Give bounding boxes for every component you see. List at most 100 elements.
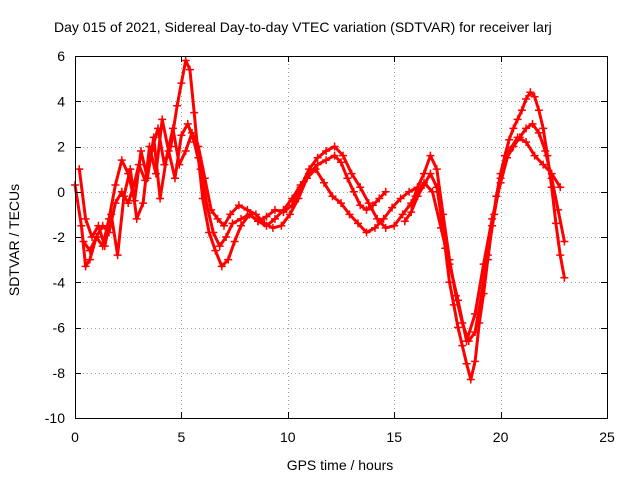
data-point [513, 133, 522, 142]
data-point [371, 223, 379, 232]
data-point [237, 214, 245, 223]
data-point [213, 214, 222, 223]
y-tick-label: -2 [53, 229, 66, 245]
data-point [539, 124, 548, 133]
data-point [243, 205, 252, 214]
series-satellite-track-D [400, 88, 569, 384]
data-point [228, 219, 237, 228]
data-point [530, 151, 539, 160]
data-point [400, 217, 409, 226]
data-point [343, 174, 352, 183]
y-axis-label: SDTVAR / TECUs [6, 184, 22, 296]
data-point [362, 205, 371, 214]
data-point [149, 133, 158, 142]
data-point [98, 242, 107, 251]
data-point [439, 210, 448, 219]
data-point [426, 151, 435, 160]
data-point [262, 212, 271, 221]
data-point [85, 255, 94, 264]
data-point [462, 337, 471, 346]
data-point [175, 160, 184, 169]
data-point [207, 205, 216, 214]
data-point [551, 219, 560, 228]
data-point [522, 124, 531, 133]
data-point [479, 260, 488, 269]
x-tick-label: 15 [386, 429, 402, 445]
data-point [541, 147, 550, 155]
data-point [92, 233, 101, 241]
data-point [337, 158, 345, 167]
x-tick-label: 20 [493, 429, 509, 445]
data-point [375, 194, 384, 203]
data-point [405, 187, 414, 196]
data-point [407, 201, 416, 210]
data-point [251, 210, 260, 219]
y-tick-label: -6 [53, 320, 66, 336]
data-point [132, 214, 141, 223]
data-point [111, 181, 120, 189]
data-point [517, 106, 526, 115]
data-point [356, 201, 365, 210]
data-point [211, 246, 220, 255]
data-point [79, 237, 88, 246]
data-point [185, 65, 194, 74]
data-point [322, 147, 331, 155]
data-point [556, 183, 565, 192]
data-point [471, 309, 480, 318]
data-point [347, 169, 356, 178]
data-point [222, 233, 231, 241]
data-point [539, 160, 548, 169]
y-tick-label: 0 [57, 184, 65, 200]
data-point [194, 142, 203, 151]
data-point [462, 359, 471, 368]
x-axis-label: GPS time / hours [287, 457, 394, 473]
data-point [496, 178, 505, 187]
series-satellite-track-F [411, 133, 565, 346]
data-point [547, 169, 556, 178]
data-point [143, 174, 152, 183]
y-tick-label: 2 [57, 139, 65, 155]
data-point [313, 153, 322, 162]
data-point [522, 138, 531, 146]
data-point [268, 223, 277, 232]
data-point [420, 178, 428, 187]
data-point [530, 92, 539, 101]
data-point [381, 187, 390, 196]
data-point [526, 88, 535, 97]
x-tick-label: 10 [280, 429, 296, 445]
data-point [226, 210, 235, 219]
data-point [560, 273, 569, 282]
data-point [209, 228, 218, 237]
data-point [113, 251, 122, 260]
data-point [215, 242, 224, 251]
data-point [124, 199, 133, 208]
data-point [528, 119, 537, 128]
data-point [398, 210, 407, 219]
data-point [271, 214, 279, 223]
data-point [313, 160, 322, 169]
data-point [260, 219, 269, 228]
chart-title: Day 015 of 2021, Sidereal Day-to-day VTE… [54, 19, 552, 35]
y-tick-label: -8 [53, 365, 66, 381]
data-point [381, 223, 390, 232]
data-point [168, 124, 177, 133]
data-point [137, 147, 145, 155]
data-point [234, 201, 243, 210]
data-point [554, 205, 563, 214]
data-point [379, 214, 388, 223]
data-point [534, 128, 543, 137]
data-point [556, 251, 565, 260]
data-point [330, 142, 339, 151]
series-line [414, 135, 562, 343]
grid [75, 56, 607, 418]
series-line [409, 122, 566, 343]
data-point [130, 196, 139, 205]
data-point [81, 214, 90, 223]
data-point [294, 194, 303, 203]
y-tick-label: 6 [57, 48, 65, 64]
x-tick-label: 25 [599, 429, 615, 445]
data-point [119, 192, 128, 201]
data-point [328, 192, 337, 201]
series-satellite-track-C [79, 124, 422, 255]
